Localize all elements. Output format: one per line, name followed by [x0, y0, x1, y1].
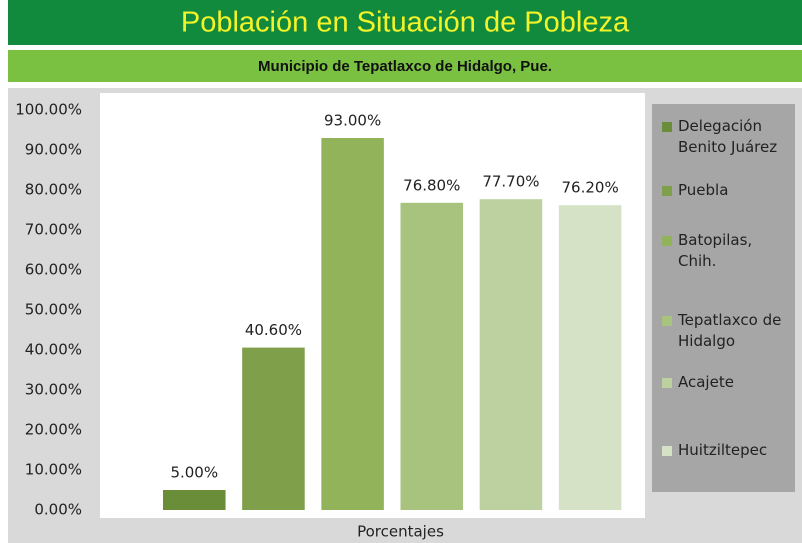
y-tick-label: 70.00% — [25, 221, 82, 239]
legend-swatch — [662, 236, 672, 246]
bar — [558, 205, 622, 510]
y-tick-label: 100.00% — [15, 101, 82, 119]
legend-swatch — [662, 186, 672, 196]
y-tick-label: 40.00% — [25, 341, 82, 359]
data-label: 93.00% — [324, 112, 381, 130]
data-label: 40.60% — [245, 321, 302, 339]
y-tick-label: 80.00% — [25, 181, 82, 199]
y-tick-label: 60.00% — [25, 261, 82, 279]
subtitle-band — [8, 50, 802, 82]
y-tick-label: 10.00% — [25, 461, 82, 479]
legend-swatch — [662, 446, 672, 456]
title-band — [8, 0, 802, 45]
data-label: 76.20% — [562, 179, 619, 197]
bar — [321, 138, 384, 510]
bar — [479, 199, 543, 510]
y-tick-label: 90.00% — [25, 141, 82, 159]
legend-item: Tepatlaxco de Hidalgo — [662, 310, 792, 352]
data-label: 76.80% — [403, 176, 460, 194]
legend-swatch — [662, 378, 672, 388]
legend-label: Delegación Benito Juárez — [678, 117, 778, 156]
legend-label: Batopilas, Chih. — [678, 231, 753, 270]
y-tick-label: 30.00% — [25, 381, 82, 399]
legend-label: Acajete — [678, 373, 734, 391]
legend-item: Acajete — [662, 372, 792, 393]
y-tick-label: 50.00% — [25, 301, 82, 319]
y-tick-label: 20.00% — [25, 421, 82, 439]
y-tick-label: 0.00% — [34, 501, 82, 519]
legend-item: Puebla — [662, 180, 792, 201]
bar — [242, 347, 305, 510]
legend-item: Huitziltepec — [662, 440, 792, 461]
legend-item: Batopilas, Chih. — [662, 230, 792, 272]
legend-label: Tepatlaxco de Hidalgo — [678, 311, 782, 350]
legend-item: Delegación Benito Juárez — [662, 116, 792, 158]
chart-title: Población en Situación de Pobleza — [181, 7, 630, 39]
bar — [400, 202, 464, 511]
legend-label: Huitziltepec — [678, 441, 768, 459]
legend: Delegación Benito Juárez Puebla Batopilas,… — [652, 104, 795, 492]
bar — [163, 490, 226, 510]
x-tick-label: Porcentajes — [357, 523, 444, 541]
chart-subtitle: Municipio de Tepatlaxco de Hidalgo, Pue. — [258, 58, 552, 75]
legend-swatch — [662, 122, 672, 132]
data-label: 77.70% — [482, 173, 539, 191]
data-label: 5.00% — [170, 464, 218, 482]
legend-swatch — [662, 316, 672, 326]
legend-label: Puebla — [678, 181, 729, 199]
